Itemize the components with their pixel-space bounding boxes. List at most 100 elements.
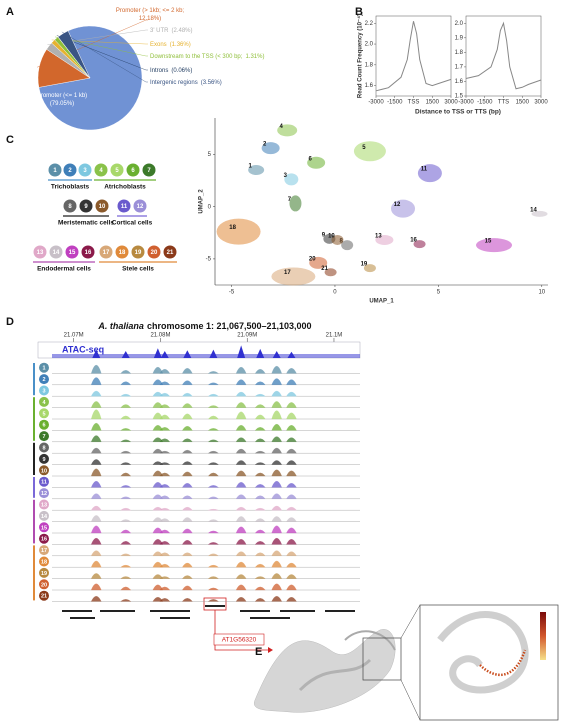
panel-label: A <box>6 6 14 18</box>
group-label: Meristematic cells <box>58 220 114 227</box>
track-peak <box>91 422 102 431</box>
track-peak <box>120 393 132 397</box>
title-region: chromosome 1: 21,067,500–21,103,000 <box>147 321 312 331</box>
slice-name: Exons <box>150 42 167 48</box>
legend-label: 13 <box>37 250 44 256</box>
cluster-cloud <box>277 124 298 137</box>
cluster-cloud <box>413 240 426 249</box>
track-peak <box>235 539 247 545</box>
track-peak <box>182 392 193 397</box>
track-peak <box>207 450 219 454</box>
atac-peak <box>256 348 265 358</box>
leader-line <box>51 39 148 45</box>
track-label: 5 <box>42 411 45 417</box>
slice-name: Downstream to the TSS (< 300 bp; <box>150 54 243 60</box>
track-peak <box>182 413 193 420</box>
track-label: 9 <box>42 457 45 463</box>
track-peak <box>254 414 266 420</box>
track-swatch <box>39 374 49 385</box>
x-tick-label: -3000 <box>458 100 474 106</box>
cluster-cloud <box>248 165 265 176</box>
pie-slice <box>57 30 91 79</box>
track-peak <box>254 552 266 556</box>
track-peak <box>271 516 282 522</box>
track-peak <box>254 484 266 488</box>
track-peak <box>159 438 171 442</box>
track-peak <box>254 438 266 442</box>
track-peak <box>235 379 247 385</box>
track-peak <box>182 426 193 431</box>
y-tick-label: 1.9 <box>455 35 464 41</box>
track-peak <box>182 552 193 556</box>
track-peak <box>120 462 132 465</box>
legend-swatch <box>78 163 92 177</box>
track-peak <box>254 598 266 602</box>
track-peak <box>182 461 193 465</box>
track-label: 1 <box>42 366 45 372</box>
legend-label: 12 <box>137 204 144 210</box>
slice-value: 1.31%) <box>245 54 264 60</box>
track-swatch <box>39 533 49 544</box>
track-peak <box>91 525 102 534</box>
cluster-cloud <box>331 234 344 245</box>
track-swatch <box>39 396 49 407</box>
x-axis-title: UMAP_1 <box>369 299 394 305</box>
track-label: 2 <box>42 377 45 383</box>
atac-peak <box>209 349 218 358</box>
cluster-label: 17 <box>284 270 291 276</box>
track-peak <box>120 485 132 488</box>
track-peak <box>286 391 297 397</box>
y-tick-label: 5 <box>208 152 212 158</box>
track-peak <box>208 472 219 477</box>
cluster-label: 18 <box>229 225 236 231</box>
x-tick-label: TTS <box>498 100 509 106</box>
y-tick-label: 0 <box>208 204 212 210</box>
x-tick-label: -3000 <box>368 100 384 106</box>
panel-label: C <box>6 134 14 146</box>
track-label: 13 <box>41 502 47 508</box>
track-peak <box>271 505 282 511</box>
track-peak <box>120 439 132 442</box>
track-peak <box>286 470 297 477</box>
track-peak <box>159 472 171 477</box>
track-peak <box>286 539 297 545</box>
slice-label: Promoter (<= 1 kb) (79.05%) <box>37 93 87 107</box>
track-peak <box>254 576 266 579</box>
track-peak <box>235 574 247 579</box>
track-label: 7 <box>42 434 45 440</box>
track-peak <box>182 598 193 602</box>
track-peak <box>286 597 297 602</box>
track-peak <box>207 428 219 431</box>
track-swatch <box>39 499 49 510</box>
track-peak <box>120 428 132 431</box>
group-label: Cortical cells <box>112 220 153 227</box>
track-peak <box>207 496 219 499</box>
track-peak <box>286 527 297 534</box>
y-tick-label: 2.0 <box>455 21 464 27</box>
x-tick-label: -1500 <box>477 100 493 106</box>
track-peak <box>182 506 193 511</box>
track-peak <box>91 538 102 545</box>
track-peak <box>120 553 132 556</box>
track-peak <box>159 369 171 374</box>
plot-frame <box>375 15 452 97</box>
slice-name: 3' UTR <box>150 28 169 34</box>
legend-swatch <box>94 163 108 177</box>
track-peak <box>207 371 219 374</box>
cluster-label: 6 <box>308 156 312 162</box>
track-peak <box>254 507 266 511</box>
track-label: 10 <box>41 468 47 474</box>
track-label: 15 <box>41 525 47 531</box>
track-peak <box>235 367 247 374</box>
panel-label: B <box>355 6 363 18</box>
cluster-cloud <box>391 199 416 218</box>
track-peak <box>182 528 193 534</box>
atac-label: ATAC-seq <box>62 344 104 354</box>
track-peak <box>159 484 171 488</box>
track-peak <box>271 550 282 556</box>
track-peak <box>207 439 219 442</box>
legend-swatch <box>65 245 79 259</box>
x-tick-label: -1500 <box>387 100 403 106</box>
track-peak <box>286 483 297 488</box>
slice-label: Exons (1.36%) <box>150 42 191 48</box>
